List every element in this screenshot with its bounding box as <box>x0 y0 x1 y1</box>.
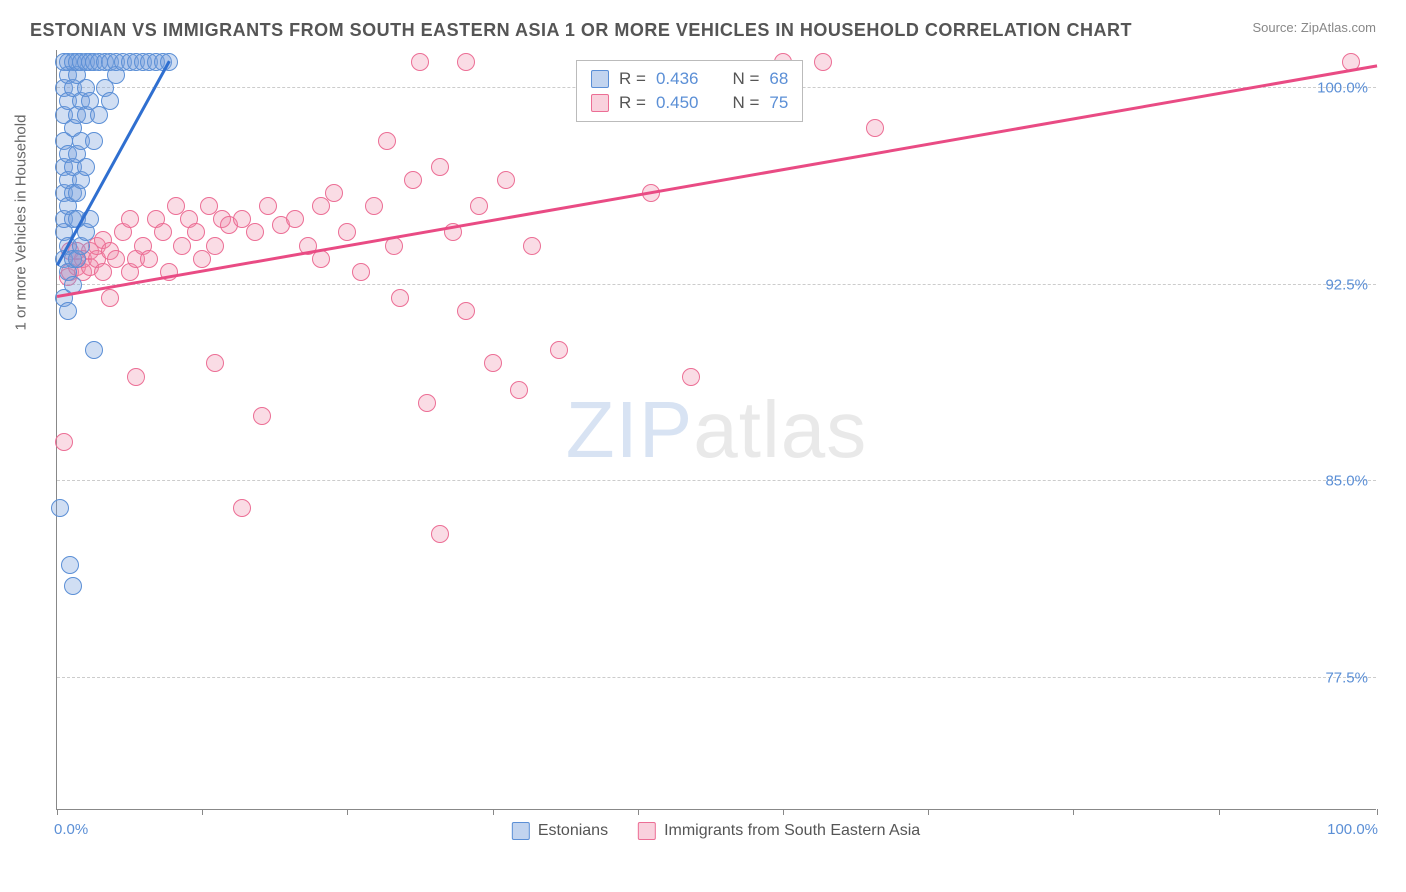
data-point <box>51 499 69 517</box>
y-tick-label: 85.0% <box>1325 473 1368 490</box>
chart-title: ESTONIAN VS IMMIGRANTS FROM SOUTH EASTER… <box>30 20 1132 41</box>
data-point <box>259 197 277 215</box>
data-point <box>101 92 119 110</box>
data-point <box>127 368 145 386</box>
data-point <box>352 263 370 281</box>
stats-row: R = 0.450 N = 75 <box>591 91 788 115</box>
data-point <box>418 394 436 412</box>
data-point <box>378 132 396 150</box>
x-tick <box>783 809 784 815</box>
chart-area: ZIPatlas 1 or more Vehicles in Household… <box>56 50 1376 810</box>
x-tick <box>638 809 639 815</box>
data-point <box>85 341 103 359</box>
gridline <box>57 677 1376 678</box>
y-tick-label: 100.0% <box>1317 80 1368 97</box>
stat-n-label: N = <box>732 69 759 89</box>
data-point <box>61 556 79 574</box>
data-point <box>431 158 449 176</box>
data-point <box>404 171 422 189</box>
stat-r-label: R = <box>619 93 646 113</box>
data-point <box>101 289 119 307</box>
y-tick-label: 92.5% <box>1325 276 1368 293</box>
data-point <box>470 197 488 215</box>
stat-r-label: R = <box>619 69 646 89</box>
data-point <box>325 184 343 202</box>
data-point <box>510 381 528 399</box>
stat-n-label: N = <box>732 93 759 113</box>
data-point <box>365 197 383 215</box>
data-point <box>523 237 541 255</box>
legend-swatch <box>591 94 609 112</box>
stat-r-value: 0.450 <box>656 93 699 113</box>
data-point <box>457 302 475 320</box>
stat-n-value: 68 <box>769 69 788 89</box>
gridline <box>57 284 1376 285</box>
x-tick <box>57 809 58 815</box>
legend-swatch <box>591 70 609 88</box>
x-axis-label-left: 0.0% <box>54 821 88 838</box>
x-tick <box>928 809 929 815</box>
x-tick <box>202 809 203 815</box>
data-point <box>173 237 191 255</box>
stat-r-value: 0.436 <box>656 69 699 89</box>
data-point <box>187 223 205 241</box>
gridline <box>57 480 1376 481</box>
data-point <box>411 53 429 71</box>
data-point <box>246 223 264 241</box>
data-point <box>338 223 356 241</box>
y-tick-label: 77.5% <box>1325 669 1368 686</box>
chart-header: ESTONIAN VS IMMIGRANTS FROM SOUTH EASTER… <box>0 0 1406 41</box>
x-tick <box>493 809 494 815</box>
data-point <box>682 368 700 386</box>
stats-legend: R = 0.436 N = 68 R = 0.450 N = 75 <box>576 60 803 122</box>
data-point <box>121 210 139 228</box>
stats-row: R = 0.436 N = 68 <box>591 67 788 91</box>
data-point <box>484 354 502 372</box>
data-point <box>206 354 224 372</box>
legend-label: Estonians <box>538 822 608 840</box>
data-point <box>64 577 82 595</box>
y-axis-title: 1 or more Vehicles in Household <box>13 114 30 330</box>
bottom-legend: Estonians Immigrants from South Eastern A… <box>512 822 920 840</box>
x-tick <box>1073 809 1074 815</box>
data-point <box>154 223 172 241</box>
data-point <box>866 119 884 137</box>
data-point <box>431 525 449 543</box>
legend-label: Immigrants from South Eastern Asia <box>664 822 920 840</box>
legend-swatch <box>512 822 530 840</box>
data-point <box>814 53 832 71</box>
data-point <box>286 210 304 228</box>
data-point <box>77 158 95 176</box>
legend-item: Estonians <box>512 822 608 840</box>
data-point <box>457 53 475 71</box>
stat-n-value: 75 <box>769 93 788 113</box>
data-point <box>85 132 103 150</box>
legend-swatch <box>638 822 656 840</box>
data-point <box>55 433 73 451</box>
data-point <box>233 499 251 517</box>
legend-item: Immigrants from South Eastern Asia <box>638 822 920 840</box>
data-point <box>497 171 515 189</box>
data-point <box>253 407 271 425</box>
plot-region: ZIPatlas 1 or more Vehicles in Household… <box>56 50 1376 810</box>
data-point <box>140 250 158 268</box>
data-point <box>94 263 112 281</box>
data-point <box>59 302 77 320</box>
x-tick <box>347 809 348 815</box>
watermark: ZIPatlas <box>566 384 867 476</box>
data-point <box>206 237 224 255</box>
chart-source: Source: ZipAtlas.com <box>1252 20 1376 35</box>
x-tick <box>1377 809 1378 815</box>
data-point <box>550 341 568 359</box>
x-axis-label-right: 100.0% <box>1327 821 1378 838</box>
data-point <box>391 289 409 307</box>
x-tick <box>1219 809 1220 815</box>
